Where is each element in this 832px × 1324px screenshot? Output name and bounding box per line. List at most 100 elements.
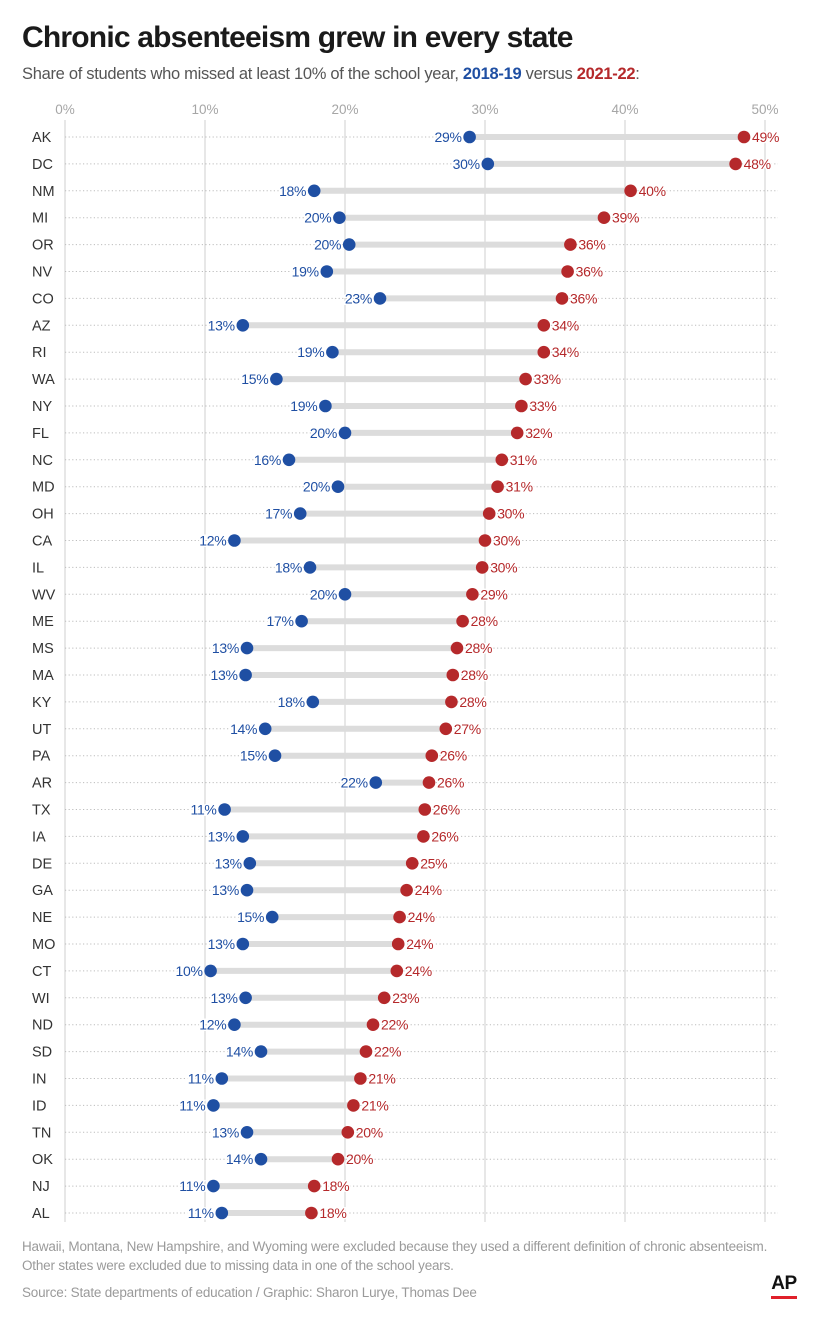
- dot-2021: [307, 1179, 321, 1193]
- subtitle-middle: versus: [521, 65, 577, 83]
- state-label: NE: [32, 910, 52, 926]
- dot-2021: [347, 1099, 360, 1112]
- value-label-2018: 20%: [314, 237, 341, 253]
- state-label: SD: [32, 1045, 52, 1061]
- dot-2021: [466, 588, 479, 601]
- state-label: IL: [32, 560, 44, 576]
- dot-2021: [450, 641, 464, 655]
- state-label: WI: [32, 991, 50, 1007]
- dot-2021: [445, 695, 458, 709]
- dot-2021: [495, 453, 509, 467]
- value-label-2021: 26%: [433, 802, 460, 818]
- state-label: MO: [32, 937, 55, 953]
- value-label-2018: 12%: [199, 1017, 226, 1033]
- subtitle-suffix: :: [635, 65, 640, 83]
- chart-subtitle: Share of students who missed at least 10…: [22, 64, 640, 84]
- dot-2021: [425, 749, 439, 762]
- dot-2018: [320, 265, 334, 278]
- dot-2021: [331, 1152, 345, 1166]
- value-label-2018: 23%: [345, 290, 372, 306]
- dot-2018: [236, 937, 250, 951]
- dot-2018: [331, 480, 345, 494]
- ap-logo-text: AP: [771, 1273, 797, 1294]
- dot-2021: [405, 857, 419, 870]
- value-label-2021: 26%: [440, 748, 467, 764]
- value-label-2021: 36%: [570, 290, 597, 306]
- x-tick-label: 40%: [611, 102, 638, 117]
- dot-2018: [228, 1018, 241, 1031]
- state-label: AK: [32, 130, 52, 146]
- state-label: NM: [32, 184, 55, 200]
- dot-2021: [597, 211, 611, 224]
- value-label-2018: 11%: [188, 1205, 214, 1221]
- value-label-2018: 13%: [208, 936, 235, 952]
- value-label-2018: 13%: [212, 882, 239, 898]
- state-label: UT: [32, 722, 51, 738]
- value-label-2018: 14%: [226, 1151, 253, 1167]
- value-label-2021: 36%: [576, 264, 603, 280]
- value-label-2018: 19%: [297, 344, 324, 360]
- value-label-2021: 27%: [454, 721, 481, 737]
- state-label: DC: [32, 157, 53, 173]
- state-label: MD: [32, 480, 55, 496]
- dot-2018: [373, 292, 387, 305]
- dot-2021: [439, 722, 453, 736]
- value-label-2021: 49%: [752, 129, 779, 145]
- dot-2021: [354, 1072, 367, 1085]
- dot-2021: [475, 561, 489, 574]
- dot-2018: [338, 588, 352, 601]
- dot-2018: [215, 1072, 229, 1085]
- value-label-2018: 20%: [310, 586, 337, 602]
- value-label-2021: 18%: [319, 1205, 346, 1221]
- state-label: WA: [32, 372, 55, 388]
- value-label-2021: 28%: [465, 640, 492, 656]
- dot-2021: [555, 292, 569, 305]
- value-label-2018: 13%: [208, 828, 235, 844]
- state-label: RI: [32, 345, 47, 361]
- dot-2021: [393, 910, 406, 924]
- value-label-2021: 31%: [506, 479, 533, 495]
- dot-2021: [519, 372, 532, 386]
- value-label-2021: 26%: [437, 775, 464, 791]
- dot-2018: [295, 614, 308, 628]
- dot-2018: [293, 507, 307, 520]
- dot-2018: [236, 319, 250, 332]
- dot-2021: [729, 157, 742, 171]
- subtitle-year-2021: 2021-22: [576, 65, 636, 83]
- dot-2021: [305, 1206, 318, 1220]
- state-label: NY: [32, 399, 52, 415]
- state-label: PA: [32, 749, 51, 765]
- dot-2018: [254, 1045, 268, 1058]
- dot-2018: [215, 1206, 229, 1220]
- dot-2021: [510, 426, 524, 440]
- value-label-2021: 28%: [459, 694, 486, 710]
- state-label: MS: [32, 641, 54, 657]
- dumbbell-chart: 0% 10% 20% 30% 40% 50% AK 29% 49% DC 30% 48% NM 18% 40…: [32, 102, 781, 1223]
- value-label-2018: 19%: [292, 264, 319, 280]
- value-label-2021: 25%: [420, 855, 447, 871]
- dot-2018: [265, 910, 279, 924]
- dot-2018: [342, 238, 356, 251]
- state-label: CA: [32, 534, 52, 550]
- state-label: MI: [32, 211, 48, 227]
- dot-2018: [254, 1152, 268, 1166]
- value-label-2021: 33%: [534, 371, 561, 387]
- value-label-2018: 17%: [266, 613, 293, 629]
- dot-2021: [561, 265, 574, 278]
- value-label-2021: 34%: [552, 317, 579, 333]
- dot-2021: [400, 883, 413, 897]
- value-label-2018: 29%: [434, 129, 461, 145]
- subtitle-year-2018: 2018-19: [462, 65, 522, 83]
- dot-2018: [282, 453, 296, 467]
- value-label-2021: 21%: [368, 1071, 395, 1087]
- dot-2018: [463, 130, 476, 144]
- dot-2021: [391, 937, 405, 951]
- x-tick-label: 0%: [55, 102, 75, 117]
- value-label-2018: 20%: [310, 425, 337, 441]
- dot-2018: [240, 883, 254, 897]
- value-label-2021: 20%: [346, 1151, 373, 1167]
- value-label-2018: 11%: [179, 1097, 205, 1113]
- dot-2018: [239, 668, 252, 682]
- state-label: NC: [32, 453, 53, 469]
- value-label-2021: 24%: [406, 936, 433, 952]
